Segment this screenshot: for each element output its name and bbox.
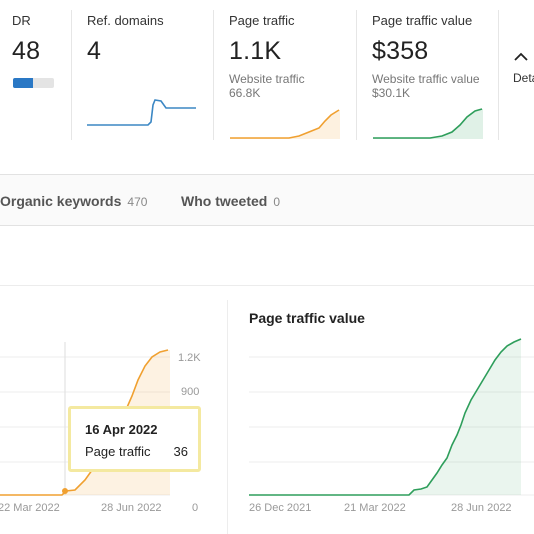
tooltip-metric-label: Page traffic: [85, 444, 151, 459]
divider: [71, 10, 72, 140]
dr-value: 48: [12, 37, 41, 65]
page-traffic-value-label[interactable]: Page traffic value: [372, 13, 473, 28]
x-tick-label: 21 Mar 2022: [344, 502, 406, 514]
page-traffic-value[interactable]: 1.1K: [229, 37, 282, 65]
chart-title: Page traffic value: [249, 310, 365, 326]
ref-domains-label[interactable]: Ref. domains: [87, 13, 164, 28]
chevron-up-icon: [514, 52, 528, 61]
x-tick-label: 28 Jun 2022: [101, 502, 162, 514]
tab-organic-keywords-label: Organic keywords: [0, 193, 122, 209]
tooltip-date: 16 Apr 2022: [85, 422, 158, 437]
y-tick-label: 900: [181, 386, 200, 398]
tabs-bar: [0, 175, 534, 225]
details-toggle[interactable]: Deta: [508, 50, 534, 90]
website-traffic-value-label: Website traffic value: [372, 72, 480, 86]
divider: [213, 10, 214, 140]
page-traffic-value-chart: [249, 338, 534, 496]
page-traffic-value-area: [249, 339, 521, 495]
y-tick-label: 0: [192, 502, 199, 514]
x-tick-label: 28 Jun 2022: [451, 502, 512, 514]
chart-tooltip: 16 Apr 2022 Page traffic 36: [68, 406, 201, 472]
website-traffic-label: Website traffic: [229, 72, 305, 86]
divider: [498, 10, 499, 140]
x-tick-label: 22 Mar 2022: [0, 502, 60, 514]
divider: [0, 174, 534, 175]
page-traffic-value-sparkline: [373, 108, 483, 139]
website-traffic-value: 66.8K: [229, 86, 261, 100]
dr-bar: [13, 78, 54, 88]
tab-organic-keywords-count: 470: [127, 195, 148, 209]
page-traffic-value-amount[interactable]: $358: [372, 37, 429, 65]
divider: [227, 300, 228, 534]
tab-who-tweeted-label: Who tweeted: [181, 193, 268, 209]
divider: [356, 10, 357, 140]
tab-organic-keywords[interactable]: Organic keywords 470: [0, 193, 147, 209]
page-traffic-sparkline: [230, 109, 340, 139]
tooltip-metric-value: 36: [173, 444, 188, 459]
tab-who-tweeted[interactable]: Who tweeted 0: [181, 193, 280, 209]
tab-who-tweeted-count: 0: [273, 195, 281, 209]
y-tick-label: 1.2K: [178, 352, 201, 364]
hover-point: [62, 488, 68, 494]
website-traffic-value-amount: $30.1K: [372, 86, 411, 100]
divider: [0, 285, 534, 286]
details-label: Deta: [513, 71, 534, 85]
x-tick-label: 26 Dec 2021: [249, 502, 312, 514]
dr-bar-fill: [13, 78, 33, 88]
page-traffic-label[interactable]: Page traffic: [229, 13, 295, 28]
page-traffic-value-line: [249, 338, 522, 496]
ref-domains-sparkline: [87, 99, 196, 126]
ref-domains-value[interactable]: 4: [87, 37, 102, 65]
dr-label: DR: [12, 13, 31, 28]
divider: [0, 225, 534, 226]
